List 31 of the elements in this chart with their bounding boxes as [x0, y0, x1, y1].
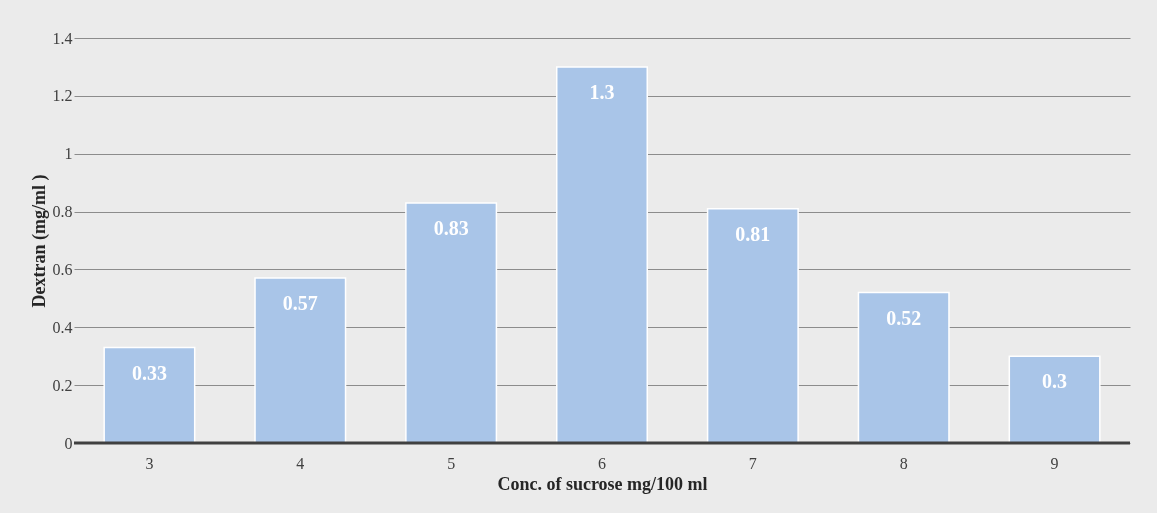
- y-tick-label: 1: [64, 145, 73, 163]
- data-label: 1.3: [589, 80, 615, 103]
- data-label: 0.3: [1042, 370, 1068, 393]
- bar: [405, 202, 498, 444]
- x-tick-label: 5: [447, 454, 456, 472]
- x-tick-label: 3: [145, 454, 154, 472]
- bar: [857, 291, 950, 444]
- x-axis-title: Conc. of sucrose mg/100 ml: [497, 473, 708, 494]
- x-tick-label: 8: [899, 454, 908, 472]
- x-tick-label: 4: [296, 454, 305, 472]
- data-label: 0.57: [282, 292, 318, 315]
- y-tick-label: 0.6: [52, 260, 73, 278]
- bar: [706, 207, 799, 444]
- y-tick-label: 0: [64, 434, 73, 452]
- data-label: 0.83: [433, 216, 469, 239]
- bar: [103, 346, 196, 444]
- y-tick-label: 1.4: [52, 29, 73, 47]
- data-label: 0.52: [886, 306, 922, 329]
- data-label: 0.33: [131, 361, 167, 384]
- bar: [254, 277, 347, 444]
- bar: [555, 66, 649, 444]
- bar: [1008, 355, 1101, 444]
- y-tick-label: 0.8: [52, 203, 73, 221]
- x-tick-label: 6: [598, 454, 606, 472]
- x-tick-label: 9: [1050, 454, 1059, 472]
- y-tick-label: 0.4: [52, 318, 73, 336]
- data-label: 0.81: [735, 222, 771, 245]
- y-axis-title: Dextran (mg/ml ): [28, 174, 50, 308]
- x-tick-label: 7: [748, 454, 757, 472]
- y-tick-label: 0.2: [52, 376, 73, 394]
- y-tick-label: 1.2: [52, 87, 73, 105]
